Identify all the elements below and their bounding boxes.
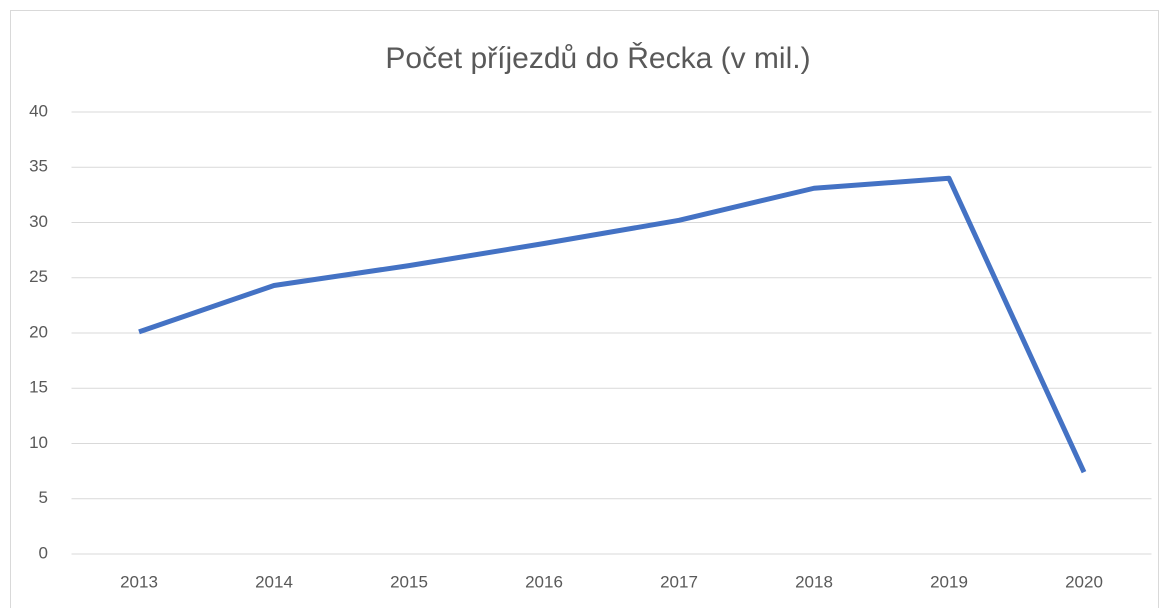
y-tick-label: 35 (29, 157, 48, 176)
x-tick-label: 2018 (795, 572, 833, 591)
x-tick-label: 2020 (1065, 572, 1103, 591)
x-tick-label: 2019 (930, 572, 968, 591)
x-tick-label: 2015 (390, 572, 428, 591)
x-tick-label: 2017 (660, 572, 698, 591)
y-tick-label: 30 (29, 212, 48, 231)
chart-frame (10, 10, 1159, 608)
chart-title: Počet příjezdů do Řecka (v mil.) (385, 42, 810, 75)
y-tick-label: 25 (29, 267, 48, 286)
x-tick-label: 2014 (255, 572, 293, 591)
x-tick-label: 2013 (120, 572, 158, 591)
x-tick-label: 2016 (525, 572, 563, 591)
y-tick-label: 0 (39, 543, 48, 562)
y-tick-label: 10 (29, 433, 48, 452)
data-line (138, 175, 1087, 474)
y-tick-label: 20 (29, 322, 48, 341)
y-tick-label: 40 (29, 101, 48, 120)
y-tick-label: 5 (39, 488, 48, 507)
y-tick-label: 15 (29, 378, 48, 397)
